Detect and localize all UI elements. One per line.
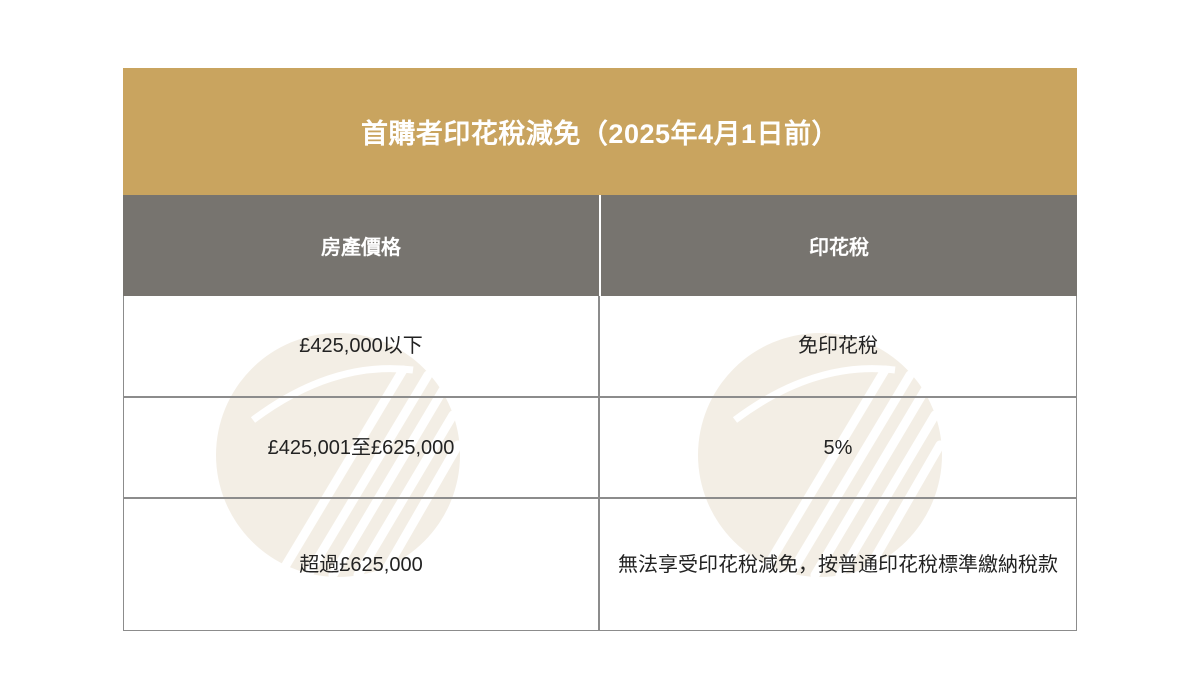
price-cell: £425,001至£625,000 xyxy=(124,398,600,497)
table-title: 首購者印花稅減免（2025年4月1日前） xyxy=(360,119,840,149)
header-property-price: 房產價格 xyxy=(321,237,401,259)
row-divider xyxy=(124,497,1076,499)
header-divider xyxy=(599,195,601,296)
table-title-bar: 首購者印花稅減免（2025年4月1日前） xyxy=(123,68,1077,195)
row-divider xyxy=(124,396,1076,398)
duty-cell: 免印花稅 xyxy=(798,335,878,357)
table-header-row: 房產價格 印花稅 xyxy=(123,195,1077,296)
table-row: £425,000以下 免印花稅 xyxy=(124,296,1076,396)
price-cell: 超過£625,000 xyxy=(124,499,600,630)
table-body: £425,000以下 免印花稅 £425,001至£625,000 5% 超過£… xyxy=(123,296,1077,631)
table-row: 超過£625,000 無法享受印花稅減免，按普通印花稅標準繳納稅款 xyxy=(124,499,1076,630)
duty-cell: 5% xyxy=(823,436,853,459)
stamp-duty-table: 首購者印花稅減免（2025年4月1日前） 房產價格 印花稅 xyxy=(123,68,1077,632)
table-row: £425,001至£625,000 5% xyxy=(124,398,1076,497)
header-stamp-duty: 印花稅 xyxy=(809,237,869,259)
duty-cell: 無法享受印花稅減免，按普通印花稅標準繳納稅款 xyxy=(618,553,1058,576)
price-cell: £425,000以下 xyxy=(124,296,600,396)
